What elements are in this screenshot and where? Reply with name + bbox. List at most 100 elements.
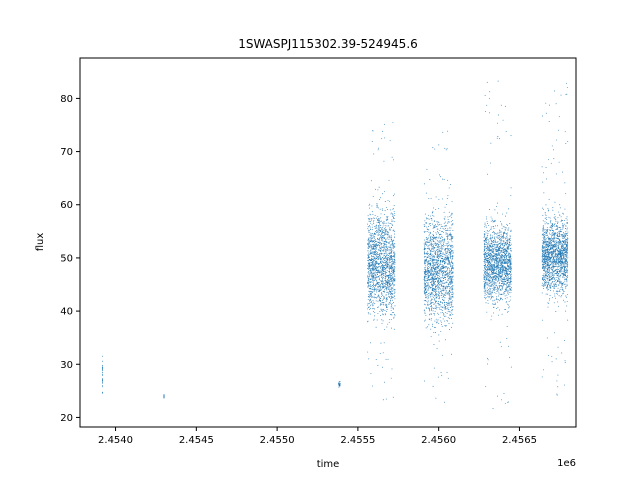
data-point: [428, 318, 430, 320]
data-point: [102, 369, 104, 371]
data-point: [487, 281, 489, 283]
data-point: [438, 281, 440, 283]
data-point: [387, 222, 389, 224]
data-point: [379, 266, 381, 268]
data-point: [492, 270, 494, 271]
data-point: [392, 268, 394, 270]
data-point: [377, 286, 379, 288]
data-point: [102, 360, 104, 362]
data-point: [381, 239, 382, 241]
data-point: [377, 296, 379, 298]
data-point: [501, 297, 503, 299]
data-point: [485, 242, 487, 244]
data-point: [441, 321, 443, 323]
data-point: [391, 260, 393, 262]
data-point: [428, 240, 430, 242]
data-point: [388, 276, 390, 278]
data-point: [384, 234, 386, 235]
data-point: [443, 313, 445, 315]
data-point: [510, 278, 512, 279]
data-point: [425, 222, 427, 224]
data-point: [487, 265, 489, 267]
data-point: [393, 317, 395, 319]
data-point: [488, 253, 490, 255]
data-point: [500, 233, 502, 235]
data-point: [451, 255, 453, 257]
data-point: [373, 307, 375, 309]
data-point: [438, 254, 440, 256]
data-point: [435, 307, 437, 309]
data-point: [433, 254, 435, 256]
data-point: [439, 269, 441, 271]
data-point: [386, 309, 388, 310]
data-point: [452, 295, 454, 297]
data-point: [377, 270, 379, 272]
data-point: [377, 244, 379, 246]
data-point: [503, 267, 505, 269]
data-point: [492, 257, 494, 259]
data-point: [504, 273, 505, 275]
data-point: [426, 256, 428, 258]
data-point: [486, 259, 488, 261]
data-point: [495, 249, 497, 251]
data-point: [490, 256, 492, 257]
data-point: [502, 250, 504, 251]
data-point: [377, 271, 379, 273]
data-point: [444, 289, 446, 291]
data-point: [450, 251, 452, 253]
data-point: [430, 296, 431, 298]
data-point: [449, 274, 451, 276]
data-point: [451, 224, 453, 226]
data-point: [388, 321, 390, 323]
data-point: [495, 293, 497, 295]
data-point: [438, 250, 440, 252]
chart-title: 1SWASPJ115302.39-524945.6: [238, 37, 418, 51]
data-point: [484, 287, 486, 289]
data-point: [381, 275, 383, 277]
data-point: [449, 275, 451, 277]
data-point: [102, 386, 104, 388]
data-point: [509, 223, 511, 225]
data-point: [497, 289, 499, 291]
data-point: [500, 346, 502, 348]
data-point: [437, 277, 438, 278]
data-point: [489, 112, 491, 114]
data-point: [564, 220, 565, 221]
data-point: [429, 270, 431, 272]
data-point: [447, 286, 449, 288]
data-point: [378, 289, 380, 291]
data-point: [378, 249, 379, 251]
data-point: [484, 241, 486, 243]
data-point: [339, 380, 341, 382]
data-point: [381, 267, 383, 268]
data-point: [496, 241, 498, 243]
data-point: [432, 276, 434, 278]
data-point: [507, 273, 509, 275]
data-point: [381, 283, 383, 285]
data-point: [383, 222, 385, 224]
data-point: [494, 255, 496, 257]
data-point: [450, 276, 452, 277]
data-point: [377, 273, 379, 275]
data-point: [392, 220, 394, 222]
data-point: [444, 259, 446, 261]
data-point: [373, 249, 375, 250]
data-point: [382, 273, 384, 275]
data-point: [434, 278, 436, 280]
data-point: [498, 250, 499, 252]
data-point: [384, 257, 386, 259]
data-point: [437, 240, 439, 242]
data-point: [380, 251, 382, 253]
data-point: [445, 325, 447, 327]
data-point: [374, 260, 376, 262]
data-point: [506, 247, 508, 249]
data-point: [483, 275, 485, 277]
data-point: [492, 296, 494, 298]
data-point: [384, 257, 385, 259]
data-point: [489, 287, 491, 289]
data-point: [393, 239, 395, 241]
data-point: [506, 248, 508, 250]
data-point: [485, 253, 487, 255]
data-point: [394, 266, 395, 268]
data-point: [506, 338, 508, 340]
